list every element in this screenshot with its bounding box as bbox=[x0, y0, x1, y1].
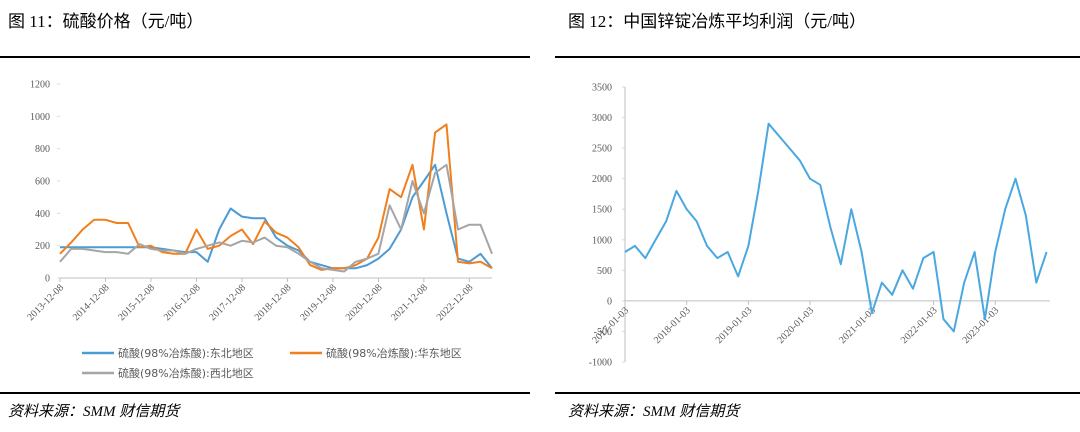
y-tick-label: 0 bbox=[607, 296, 612, 307]
y-tick-label: 200 bbox=[35, 241, 50, 252]
series-line bbox=[60, 163, 493, 270]
y-tick-label: 800 bbox=[35, 144, 50, 155]
x-tick-label: 2018-01-03 bbox=[652, 305, 693, 346]
legend-label: 硫酸(98%冶炼酸):华东地区 bbox=[326, 346, 462, 360]
legend-label: 硫酸(98%冶炼酸):西北地区 bbox=[118, 366, 254, 380]
x-tick-label: 2013-12-08 bbox=[25, 282, 66, 323]
y-tick-label: 2500 bbox=[592, 144, 612, 155]
legend-label: 硫酸(98%冶炼酸):东北地区 bbox=[118, 346, 254, 360]
y-tick-label: 3000 bbox=[592, 113, 612, 124]
x-tick-label: 2019-12-08 bbox=[298, 282, 339, 323]
x-tick-label: 2022-01-03 bbox=[899, 305, 940, 346]
x-tick-label: 2016-12-08 bbox=[162, 282, 203, 323]
y-tick-label: 600 bbox=[35, 177, 50, 188]
chart-title: 图 12：中国锌锭冶炼平均利润（元/吨） bbox=[568, 12, 866, 31]
y-tick-label: 1500 bbox=[592, 205, 612, 216]
y-tick-label: 500 bbox=[597, 266, 612, 277]
x-tick-label: 2018-12-08 bbox=[253, 282, 294, 323]
series-line bbox=[59, 123, 493, 271]
x-tick-label: 2015-12-08 bbox=[116, 282, 157, 323]
source: 资料来源：SMM 财信期货 bbox=[8, 403, 181, 420]
x-tick-label: 2017-12-08 bbox=[207, 282, 248, 323]
y-tick-label: -1000 bbox=[589, 358, 612, 369]
x-tick-label: 2020-01-03 bbox=[775, 305, 816, 346]
y-tick-label: 1200 bbox=[30, 80, 50, 91]
y-tick-label: 2000 bbox=[592, 174, 612, 185]
chart-title: 图 11：硫酸价格（元/吨） bbox=[8, 12, 203, 31]
y-tick-label: 3500 bbox=[592, 83, 612, 94]
x-tick-label: 2023-01-03 bbox=[961, 305, 1002, 346]
x-tick-label: 2022-12-08 bbox=[435, 282, 476, 323]
x-tick-label: 2019-01-03 bbox=[714, 305, 755, 346]
series-line bbox=[624, 122, 1048, 333]
series-line bbox=[59, 163, 493, 273]
y-tick-label: 1000 bbox=[30, 112, 50, 123]
x-tick-label: 2020-12-08 bbox=[344, 282, 385, 323]
x-tick-label: 2021-12-08 bbox=[389, 282, 430, 323]
source: 资料来源：SMM 财信期货 bbox=[568, 403, 741, 420]
y-tick-label: 400 bbox=[35, 209, 50, 220]
x-tick-label: 2014-12-08 bbox=[71, 282, 112, 323]
y-tick-label: -500 bbox=[594, 327, 612, 338]
y-tick-label: 0 bbox=[45, 274, 50, 285]
y-tick-label: 1000 bbox=[592, 235, 612, 246]
